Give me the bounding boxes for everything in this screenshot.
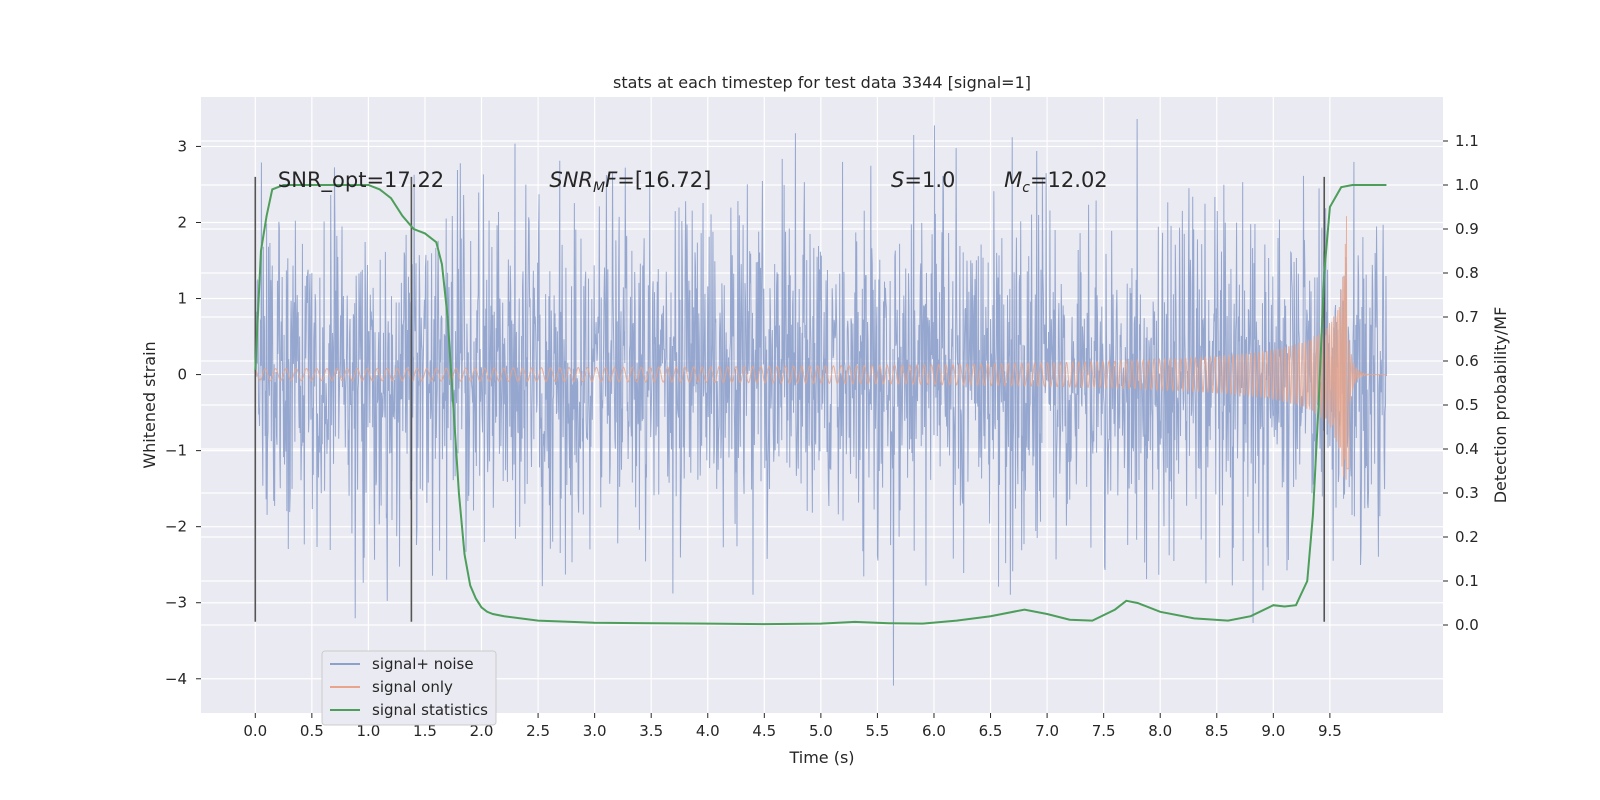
x-tick-label: 1.0 — [356, 722, 380, 740]
y-tick-label-right: 0.1 — [1455, 572, 1479, 590]
x-tick-label: 7.5 — [1092, 722, 1116, 740]
chart-title: stats at each timestep for test data 334… — [613, 73, 1031, 92]
x-tick-label: 9.5 — [1318, 722, 1342, 740]
x-tick-label: 4.5 — [752, 722, 776, 740]
x-axis-label: Time (s) — [788, 748, 854, 767]
x-tick-label: 7.0 — [1035, 722, 1059, 740]
y-tick-label-left: −1 — [165, 442, 187, 460]
y-tick-label-right: 0.0 — [1455, 616, 1479, 634]
x-tick-label: 3.0 — [583, 722, 607, 740]
x-tick-label: 6.0 — [922, 722, 946, 740]
y-tick-label-left: 1 — [177, 290, 187, 308]
y-tick-label-left: −3 — [165, 594, 187, 612]
y-tick-label-right: 0.6 — [1455, 352, 1479, 370]
x-tick-label: 8.0 — [1148, 722, 1172, 740]
y-tick-label-right: 1.0 — [1455, 176, 1479, 194]
x-tick-label: 8.5 — [1205, 722, 1229, 740]
annotations: SNR_opt=17.22 SNRMF=[16.72] S=1.0 Mc=12.02 — [278, 168, 1108, 196]
x-tick-label: 0.0 — [243, 722, 267, 740]
vertical-markers — [254, 176, 1326, 622]
signal-noise-series — [254, 118, 1387, 686]
legend-box — [321, 650, 497, 726]
x-tick-label: 3.5 — [639, 722, 663, 740]
y-tick-label-left: −4 — [165, 670, 187, 688]
y-axis-label-left: Whitened strain — [140, 341, 159, 468]
x-tick-label: 1.5 — [413, 722, 437, 740]
y-axis-label-right: Detection probability/MF — [1491, 307, 1510, 504]
annotation-0: SNR_opt=17.22 — [278, 168, 444, 193]
y-tick-label-right: 1.1 — [1455, 132, 1479, 150]
x-tick-label: 9.0 — [1261, 722, 1285, 740]
y-tick-label-left: 0 — [177, 366, 187, 384]
y-tick-label-left: 2 — [177, 213, 187, 231]
legend: signal+ noise signal only signal statist… — [321, 650, 497, 726]
x-tick-label: 2.5 — [526, 722, 550, 740]
y-tick-label-right: 0.9 — [1455, 220, 1479, 238]
legend-label-signal: signal only — [372, 678, 453, 696]
y-tick-label-left: 3 — [177, 137, 187, 155]
x-tick-label: 5.0 — [809, 722, 833, 740]
signal-statistics-series — [254, 184, 1387, 626]
y-tick-label-right: 0.3 — [1455, 484, 1479, 502]
legend-label-noise: signal+ noise — [372, 655, 474, 673]
annotation-1: SNRMF=[16.72] — [549, 168, 711, 196]
x-tick-label: 6.5 — [979, 722, 1003, 740]
x-tick-label: 0.5 — [300, 722, 324, 740]
legend-label-stats: signal statistics — [372, 701, 488, 719]
x-tick-label: 2.0 — [470, 722, 494, 740]
y-tick-label-right: 0.7 — [1455, 308, 1479, 326]
y-ticks-right: 1.1 1.0 0.9 0.8 0.7 0.6 0.5 0.4 0.3 0.2 0.1 0.0 — [1443, 132, 1479, 634]
y-tick-label-left: −2 — [165, 518, 187, 536]
x-tick-label: 4.0 — [696, 722, 720, 740]
y-tick-label-right: 0.5 — [1455, 396, 1479, 414]
signal-only-series — [254, 216, 1387, 480]
x-tick-label: 5.5 — [865, 722, 889, 740]
annotation-2: S=1.0 — [891, 168, 955, 192]
series-layer — [254, 118, 1387, 686]
annotation-3: Mc=12.02 — [1004, 168, 1108, 196]
y-tick-label-right: 0.2 — [1455, 528, 1479, 546]
x-ticks: 0.0 0.5 1.0 1.5 2.0 2.5 3.0 3.5 4.0 4.5 5.0 5.5 6.0 6… — [243, 713, 1342, 740]
y-tick-label-right: 0.8 — [1455, 264, 1479, 282]
y-ticks-left: 3 2 1 0 −1 −2 −3 −4 — [165, 137, 201, 688]
y-tick-label-right: 0.4 — [1455, 440, 1479, 458]
